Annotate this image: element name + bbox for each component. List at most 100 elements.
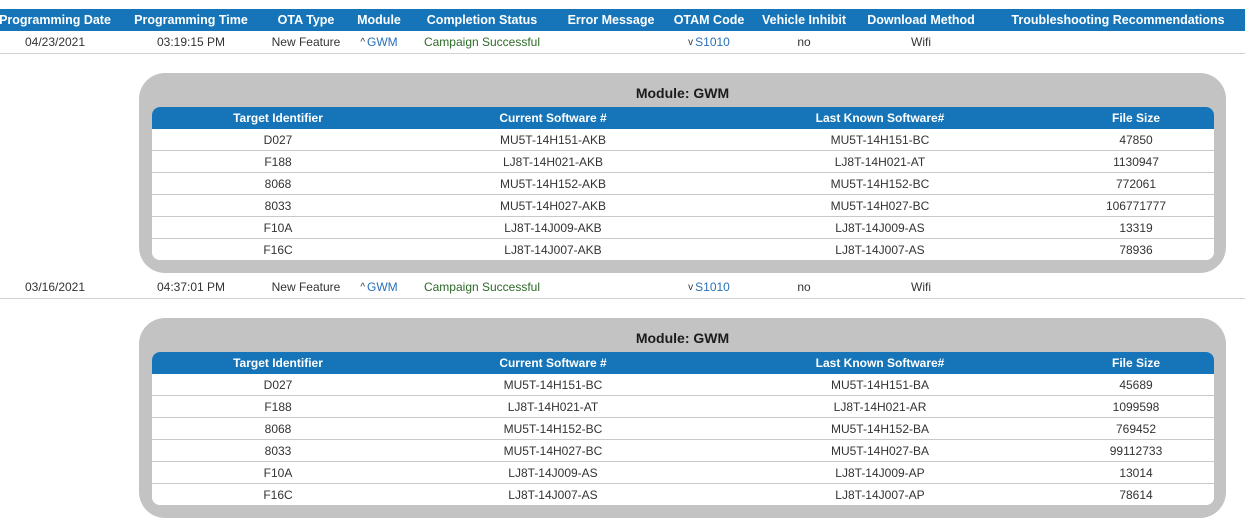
otam-toggle[interactable]: v S1010	[668, 276, 750, 298]
target-identifier: 8068	[264, 421, 292, 436]
header-vehicle-inhibit[interactable]: Vehicle Inhibit	[761, 13, 847, 27]
table-row: D027 MU5T-14H151-BC MU5T-14H151-BA 45689	[152, 374, 1214, 396]
programming-time: 03:19:15 PM	[156, 35, 226, 49]
file-size: 99112733	[1109, 443, 1163, 458]
programming-date: 03/16/2021	[24, 280, 86, 294]
file-size: 13014	[1119, 465, 1153, 480]
table-row: 8033 MU5T-14H027-BC MU5T-14H027-BA 99112…	[152, 440, 1214, 462]
current-software: MU5T-14H152-BC	[503, 421, 603, 436]
table-row: 03/16/2021 04:37:01 PM New Feature ^ GWM…	[0, 276, 1245, 299]
header-programming-date[interactable]: Programming Date	[0, 13, 111, 27]
table-row: F16C LJ8T-14J007-AKB LJ8T-14J007-AS 7893…	[152, 239, 1214, 260]
ota-type: New Feature	[271, 35, 341, 49]
current-software: LJ8T-14J009-AKB	[504, 220, 602, 235]
ota-type: New Feature	[271, 280, 341, 294]
target-identifier: D027	[263, 132, 293, 147]
header-otam-code[interactable]: OTAM Code	[673, 13, 745, 27]
table-row: 8033 MU5T-14H027-AKB MU5T-14H027-BC 1067…	[152, 195, 1214, 217]
last-known-software: MU5T-14H152-BC	[830, 176, 930, 191]
current-software: MU5T-14H151-AKB	[499, 132, 607, 147]
col-current-software: Current Software #	[499, 356, 607, 370]
troubleshooting	[1000, 276, 1236, 298]
module-toggle[interactable]: ^ GWM	[350, 31, 408, 53]
last-known-software: LJ8T-14J009-AS	[835, 220, 925, 235]
file-size: 78614	[1119, 487, 1153, 502]
file-size: 78936	[1119, 242, 1153, 257]
target-identifier: 8033	[264, 198, 292, 213]
current-software: MU5T-14H027-BC	[503, 443, 603, 458]
col-current-software: Current Software #	[499, 111, 607, 125]
software-table: Target Identifier Current Software # Las…	[152, 107, 1214, 260]
otam-link[interactable]: S1010	[695, 280, 730, 294]
target-identifier: F188	[264, 154, 292, 169]
header-ota-type[interactable]: OTA Type	[277, 13, 335, 27]
table-row: 8068 MU5T-14H152-BC MU5T-14H152-BA 76945…	[152, 418, 1214, 440]
panel-title: Module: GWM	[635, 330, 730, 346]
module-link[interactable]: GWM	[367, 35, 398, 49]
target-identifier: F16C	[263, 242, 293, 257]
current-software: LJ8T-14J007-AS	[508, 487, 598, 502]
table-row: F16C LJ8T-14J007-AS LJ8T-14J007-AP 78614	[152, 484, 1214, 505]
target-identifier: D027	[263, 377, 293, 392]
table-row: 8068 MU5T-14H152-AKB MU5T-14H152-BC 7720…	[152, 173, 1214, 195]
software-table-header: Target Identifier Current Software # Las…	[152, 107, 1214, 129]
otam-toggle[interactable]: v S1010	[668, 31, 750, 53]
module-detail-panel: Module: GWM Target Identifier Current So…	[139, 318, 1226, 518]
last-known-software: MU5T-14H151-BC	[830, 132, 930, 147]
current-software: MU5T-14H027-AKB	[499, 198, 607, 213]
last-known-software: LJ8T-14J009-AP	[835, 465, 925, 480]
header-completion-status[interactable]: Completion Status	[426, 13, 538, 27]
otam-link[interactable]: S1010	[695, 35, 730, 49]
target-identifier: 8033	[264, 443, 292, 458]
target-identifier: 8068	[264, 176, 292, 191]
chevron-down-icon: v	[688, 36, 694, 48]
table-row: 04/23/2021 03:19:15 PM New Feature ^ GWM…	[0, 31, 1245, 54]
table-row: F188 LJ8T-14H021-AT LJ8T-14H021-AR 10995…	[152, 396, 1214, 418]
last-known-software: MU5T-14H152-BA	[830, 421, 930, 436]
header-programming-time[interactable]: Programming Time	[134, 13, 248, 27]
chevron-up-icon: ^	[360, 36, 366, 48]
file-size: 772061	[1115, 176, 1157, 191]
file-size: 47850	[1119, 132, 1153, 147]
target-identifier: F10A	[263, 465, 293, 480]
file-size: 45689	[1119, 377, 1153, 392]
last-known-software: MU5T-14H151-BA	[830, 377, 930, 392]
error-message	[560, 31, 662, 53]
programming-date: 04/23/2021	[24, 35, 86, 49]
last-known-software: MU5T-14H027-BA	[830, 443, 930, 458]
chevron-down-icon: v	[688, 281, 694, 293]
table-row: D027 MU5T-14H151-AKB MU5T-14H151-BC 4785…	[152, 129, 1214, 151]
table-row: F10A LJ8T-14J009-AS LJ8T-14J009-AP 13014	[152, 462, 1214, 484]
header-module[interactable]: Module	[357, 13, 401, 27]
col-target-identifier: Target Identifier	[233, 111, 323, 125]
vehicle-inhibit: no	[797, 35, 811, 49]
completion-status: Campaign Successful	[423, 35, 541, 49]
target-identifier: F16C	[263, 487, 293, 502]
header-download-method[interactable]: Download Method	[867, 13, 975, 27]
last-known-software: LJ8T-14J007-AP	[835, 487, 925, 502]
header-troubleshooting[interactable]: Troubleshooting Recommendations	[1011, 13, 1225, 27]
table-header: Programming Date Programming Time OTA Ty…	[0, 9, 1245, 31]
file-size: 106771777	[1105, 198, 1167, 213]
troubleshooting	[1000, 31, 1236, 53]
file-size: 13319	[1119, 220, 1153, 235]
module-toggle[interactable]: ^ GWM	[350, 276, 408, 298]
panel-title: Module: GWM	[635, 85, 730, 101]
download-method: Wifi	[911, 280, 931, 294]
col-last-known-software: Last Known Software#	[815, 356, 945, 370]
error-message	[560, 276, 662, 298]
vehicle-inhibit: no	[797, 280, 811, 294]
module-link[interactable]: GWM	[367, 280, 398, 294]
software-table-header: Target Identifier Current Software # Las…	[152, 352, 1214, 374]
file-size: 1130947	[1113, 154, 1159, 169]
target-identifier: F10A	[263, 220, 293, 235]
software-table: Target Identifier Current Software # Las…	[152, 352, 1214, 505]
chevron-up-icon: ^	[360, 281, 366, 293]
download-method: Wifi	[911, 35, 931, 49]
col-file-size: File Size	[1111, 356, 1161, 370]
programming-time: 04:37:01 PM	[156, 280, 226, 294]
completion-status: Campaign Successful	[423, 280, 541, 294]
table-row: F188 LJ8T-14H021-AKB LJ8T-14H021-AT 1130…	[152, 151, 1214, 173]
col-target-identifier: Target Identifier	[233, 356, 323, 370]
header-error-message[interactable]: Error Message	[567, 13, 655, 27]
